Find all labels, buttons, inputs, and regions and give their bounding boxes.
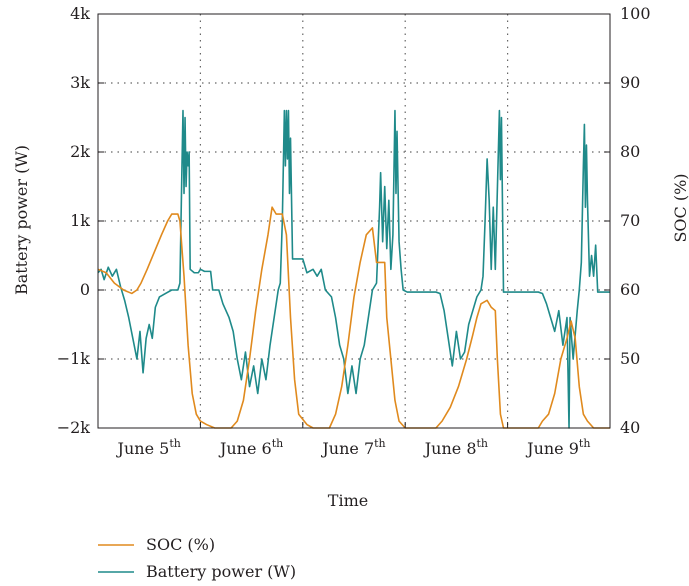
left-tick-label: 3k [70,73,90,92]
left-tick-label: 1k [70,211,90,230]
left-tick-label: 4k [70,4,90,23]
x-axis-title: Time [328,491,368,510]
left-axis: −2k −1k 0 1k 2k 3k 4k [57,4,104,437]
right-tick-label: 40 [620,418,640,437]
x-axis: June 5th June 6th June 7th June 8th June 9th [116,422,590,458]
legend-item-soc-label: SOC (%) [146,535,215,554]
left-tick-label: −2k [57,418,91,437]
x-tick-label: June 9th [525,437,590,458]
plot-frame [97,13,611,429]
right-tick-label: 50 [620,349,640,368]
x-tick-label: June 6th [218,437,283,458]
grid [98,14,610,428]
legend-item-battery-power-label: Battery power (W) [146,562,296,581]
battery-power-line [97,109,610,429]
soc-line [97,206,610,429]
right-tick-label: 60 [620,280,640,299]
x-tick-label: June 5th [116,437,181,458]
left-tick-label: 0 [80,280,90,299]
right-axis: 40 50 60 70 80 90 100 [604,4,651,437]
x-tick-label: June 8th [423,437,488,458]
right-tick-label: 100 [620,4,651,23]
right-tick-label: 70 [620,211,640,230]
left-tick-label: −1k [57,349,91,368]
right-tick-label: 90 [620,73,640,92]
series-layer [97,109,610,429]
legend: SOC (%) Battery power (W) [98,535,296,581]
left-axis-title: Battery power (W) [12,145,31,295]
x-tick-label: June 7th [320,437,385,458]
right-tick-label: 80 [620,142,640,161]
left-tick-label: 2k [70,142,90,161]
right-axis-title: SOC (%) [671,173,689,242]
